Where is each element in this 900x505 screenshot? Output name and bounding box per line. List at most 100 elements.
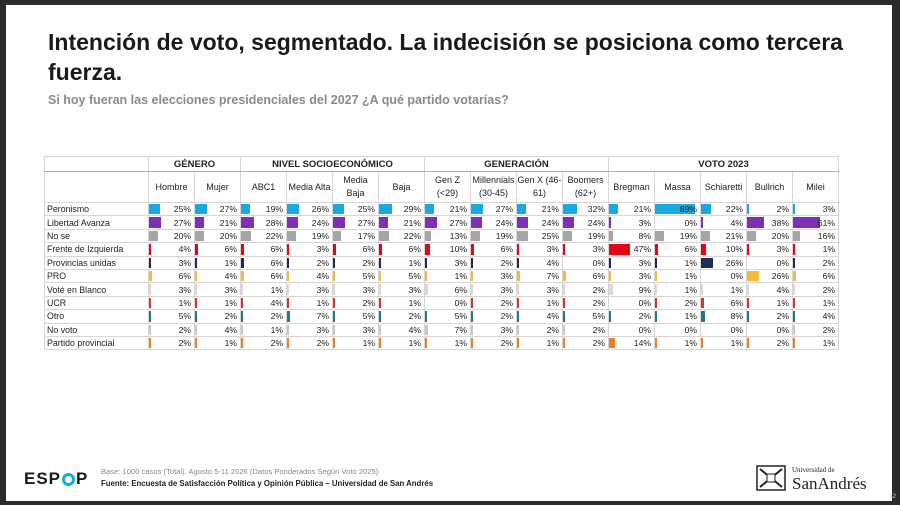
value-text: 6%	[730, 297, 743, 308]
value-bar	[241, 230, 251, 242]
value-bar	[609, 337, 616, 349]
value-text: 2%	[316, 338, 329, 349]
column-header: Milei	[792, 171, 839, 203]
table-row: Frente de Izquierda 4% 6% 6% 3% 6% 6% 10% 6% 3% 3%…	[44, 242, 839, 257]
value-bar	[655, 297, 658, 309]
value-text: 3%	[316, 324, 329, 335]
value-cell: 1%	[194, 335, 241, 351]
value-bar	[287, 230, 296, 242]
value-text: 3%	[316, 284, 329, 295]
value-bar	[609, 230, 613, 242]
value-cell: 22%	[240, 228, 287, 244]
value-cell: 4%	[194, 268, 241, 284]
value-bar	[425, 337, 428, 349]
value-cell: 1%	[516, 335, 563, 351]
value-text: 4%	[224, 271, 237, 282]
value-cell: 29%	[378, 201, 425, 217]
value-bar	[425, 244, 430, 255]
value-bar	[747, 270, 759, 282]
value-text: 22%	[265, 230, 283, 241]
value-text: 29%	[403, 204, 421, 215]
column-header: Hombre	[148, 171, 195, 203]
value-cell: 7%	[516, 268, 563, 284]
value-text: 3%	[362, 284, 375, 295]
value-cell: 2%	[286, 335, 333, 351]
value-bar	[563, 244, 566, 255]
value-cell: 38%	[746, 215, 793, 230]
value-cell: 2%	[562, 282, 609, 297]
value-cell: 4%	[700, 215, 747, 230]
value-cell: 3%	[332, 282, 379, 297]
value-text: 1%	[408, 257, 421, 268]
value-text: 20%	[173, 230, 191, 241]
value-cell: 2%	[792, 282, 839, 297]
value-bar	[287, 257, 290, 268]
value-cell: 2%	[148, 322, 195, 337]
value-text: 1%	[408, 338, 421, 349]
value-text: 13%	[449, 230, 467, 241]
value-cell: 1%	[700, 282, 747, 297]
corner-cell	[44, 171, 149, 203]
value-bar	[149, 204, 161, 215]
university-crest-icon	[756, 465, 786, 491]
value-text: 26%	[771, 271, 789, 282]
value-cell: 2%	[470, 255, 517, 270]
value-cell: 3%	[424, 255, 471, 270]
value-text: 27%	[357, 217, 375, 228]
value-cell: 27%	[332, 215, 379, 230]
value-bar	[287, 270, 290, 282]
value-bar	[793, 284, 796, 295]
group-header-generacion: GENERACIÓN	[424, 156, 609, 172]
value-bar	[287, 217, 298, 228]
value-text: 2%	[362, 257, 375, 268]
value-cell: 26%	[746, 268, 793, 284]
value-cell: 3%	[608, 255, 655, 270]
value-text: 3%	[638, 271, 651, 282]
value-bar	[241, 204, 250, 215]
value-bar	[425, 270, 428, 282]
value-bar	[793, 311, 796, 322]
value-text: 1%	[822, 338, 835, 349]
value-cell: 0%	[608, 295, 655, 311]
value-text: 2%	[224, 311, 237, 322]
value-text: 1%	[684, 311, 697, 322]
value-bar	[517, 217, 528, 228]
value-cell: 5%	[148, 309, 195, 324]
value-cell: 1%	[746, 295, 793, 311]
value-cell: 19%	[562, 228, 609, 244]
value-bar	[425, 324, 429, 335]
value-cell: 26%	[286, 201, 333, 217]
value-cell: 20%	[194, 228, 241, 244]
value-cell: 19%	[240, 201, 287, 217]
value-bar	[379, 337, 382, 349]
row-label: Provincias unidas	[44, 255, 149, 270]
value-cell: 1%	[424, 335, 471, 351]
value-cell: 1%	[792, 295, 839, 311]
value-bar	[195, 217, 205, 228]
value-text: 2%	[408, 311, 421, 322]
value-text: 3%	[362, 324, 375, 335]
slide-subtitle: Si hoy fueran las elecciones presidencia…	[48, 93, 509, 107]
value-text: 19%	[679, 230, 697, 241]
table-row: No se 20% 20% 22% 19% 17% 22% 13% 19% 25% 19% 8% 19%…	[44, 228, 839, 244]
value-text: 3%	[178, 284, 191, 295]
value-text: 1%	[684, 284, 697, 295]
value-cell: 6%	[700, 295, 747, 311]
value-cell: 27%	[470, 201, 517, 217]
value-cell: 19%	[470, 228, 517, 244]
value-bar	[149, 270, 152, 282]
value-cell: 10%	[700, 242, 747, 257]
table-body: Peronismo 25% 27% 19% 26% 25% 29% 21% 27% 21% 32% 2…	[44, 201, 839, 351]
value-cell: 5%	[562, 309, 609, 324]
value-text: 2%	[500, 338, 513, 349]
espop-logo: ESP P	[24, 469, 88, 489]
value-cell: 3%	[562, 242, 609, 257]
value-text: 5%	[178, 311, 191, 322]
value-bar	[517, 257, 520, 268]
value-text: 10%	[725, 244, 743, 255]
logo-text-right: P	[76, 469, 89, 488]
value-text: 19%	[587, 230, 605, 241]
value-text: 21%	[449, 204, 467, 215]
value-bar	[241, 257, 244, 268]
value-text: 14%	[633, 338, 651, 349]
